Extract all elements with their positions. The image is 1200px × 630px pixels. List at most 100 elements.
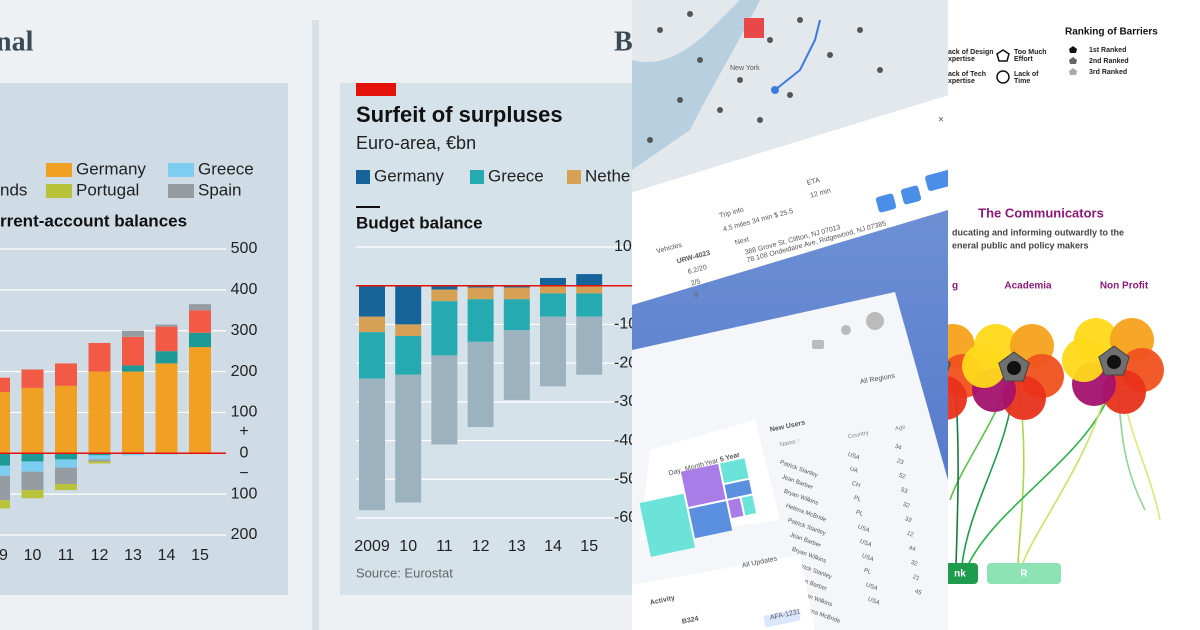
bar-segment [55,459,77,468]
legend-label: Germany [76,159,146,178]
y-tick-label: 200 [231,526,258,543]
sign-label: + [239,423,248,440]
bar-segment [88,455,111,460]
table-cell: CH [851,481,861,490]
group: Academia [1004,281,1052,292]
button-label[interactable]: R [1020,569,1028,580]
table-cell: USA [847,452,861,462]
bar-segment [189,332,211,348]
table-cell: PL [853,495,863,503]
bar-segment [88,371,111,454]
button-label[interactable]: nk [954,569,966,580]
petal [948,376,967,420]
title: The Communicators [978,205,1104,220]
table-cell: USA [857,524,871,534]
button[interactable] [924,168,957,191]
legend-swatch [356,170,370,184]
table-cell: USA [859,539,873,549]
map-pins [647,11,883,143]
stat: 2/5 [690,278,701,287]
barrier-label: ack of Tech xpertise [948,71,986,85]
tag [763,608,801,628]
table-cell: USA [865,582,879,592]
x-tick-label: 11 [436,538,453,555]
bar-segment [431,285,458,290]
bar-segment [431,355,458,445]
sign-label: − [239,465,248,482]
bar-segment [0,475,10,501]
flower-core [1007,361,1021,375]
legend-label: nds [0,180,27,199]
bar-segment [21,369,44,388]
bar-segment [503,330,530,400]
bar-segment [21,471,44,491]
bar-segment [576,316,603,375]
bar-segment [88,342,111,372]
chart-title: Surfeit of surpluses [356,102,563,127]
bar-segment [467,285,494,288]
bar-segment [395,285,422,325]
x-tick-label: 11 [58,547,75,564]
bar-segment [576,293,603,317]
source: Source: Eurostat [356,565,453,580]
bar-segment [395,336,422,375]
y-tick-label: -40 [614,432,637,449]
legend-label: Portugal [76,180,139,199]
bar-segment [503,299,530,331]
button[interactable] [875,193,897,213]
tab[interactable]: Year [704,457,720,468]
flowers [948,318,1164,420]
icon[interactable] [812,340,824,349]
dashboard: New York × Vehicles URW-4023 6.2/20 2/5 … [632,0,957,630]
table-cell: 32 [910,560,919,568]
bar-segment [359,332,385,379]
rank-icon [1069,57,1077,64]
avatar[interactable] [866,312,884,330]
icon[interactable] [841,325,851,335]
table-cell: USA [867,597,881,607]
bar-segment [359,316,385,333]
close[interactable]: × [938,115,944,126]
y-tick-label: 500 [231,240,258,257]
button[interactable] [987,563,1061,584]
header: nal [0,26,34,57]
table-cell: 44 [908,545,917,553]
map-marker [744,18,764,38]
tab[interactable]: Day [668,467,682,477]
bar-segment [155,363,178,454]
tab[interactable]: Month [684,461,705,473]
bar-segment [122,330,144,337]
bar-segment [503,287,530,300]
legend-label: Spain [198,180,241,199]
brand-tag [356,83,396,96]
x-tick-label: 15 [191,547,209,564]
y-tick-label: 300 [231,322,258,339]
bar-segment [467,341,494,428]
description: ducating and informing outwardly to the [952,227,1124,237]
table-cell: USA [861,553,875,563]
x-tick-label: 14 [544,538,562,555]
bar-segment [395,324,422,337]
background [948,0,1200,630]
bar-segment [155,326,178,352]
bar-segment [55,385,77,454]
bar-segment [122,336,144,366]
bar-segment [55,467,77,484]
y-tick-label: 0 [240,445,249,462]
rank-icon [1069,68,1077,75]
table-cell: 23 [896,458,905,466]
route [774,19,821,91]
users-card [632,292,948,630]
button[interactable] [930,563,978,584]
button[interactable] [900,185,922,205]
y-tick-label: 100 [231,404,258,421]
y-tick-label: 10 [614,238,632,255]
table-cell: PL [863,568,873,576]
y-tick-label: 100 [231,485,258,502]
bar-segment [0,392,10,454]
ticket: B324 [681,615,699,625]
y-tick-label: -10 [614,316,637,333]
table-cell: 33 [904,516,913,524]
bar-segment [540,285,566,294]
table-cell: 45 [914,589,923,597]
